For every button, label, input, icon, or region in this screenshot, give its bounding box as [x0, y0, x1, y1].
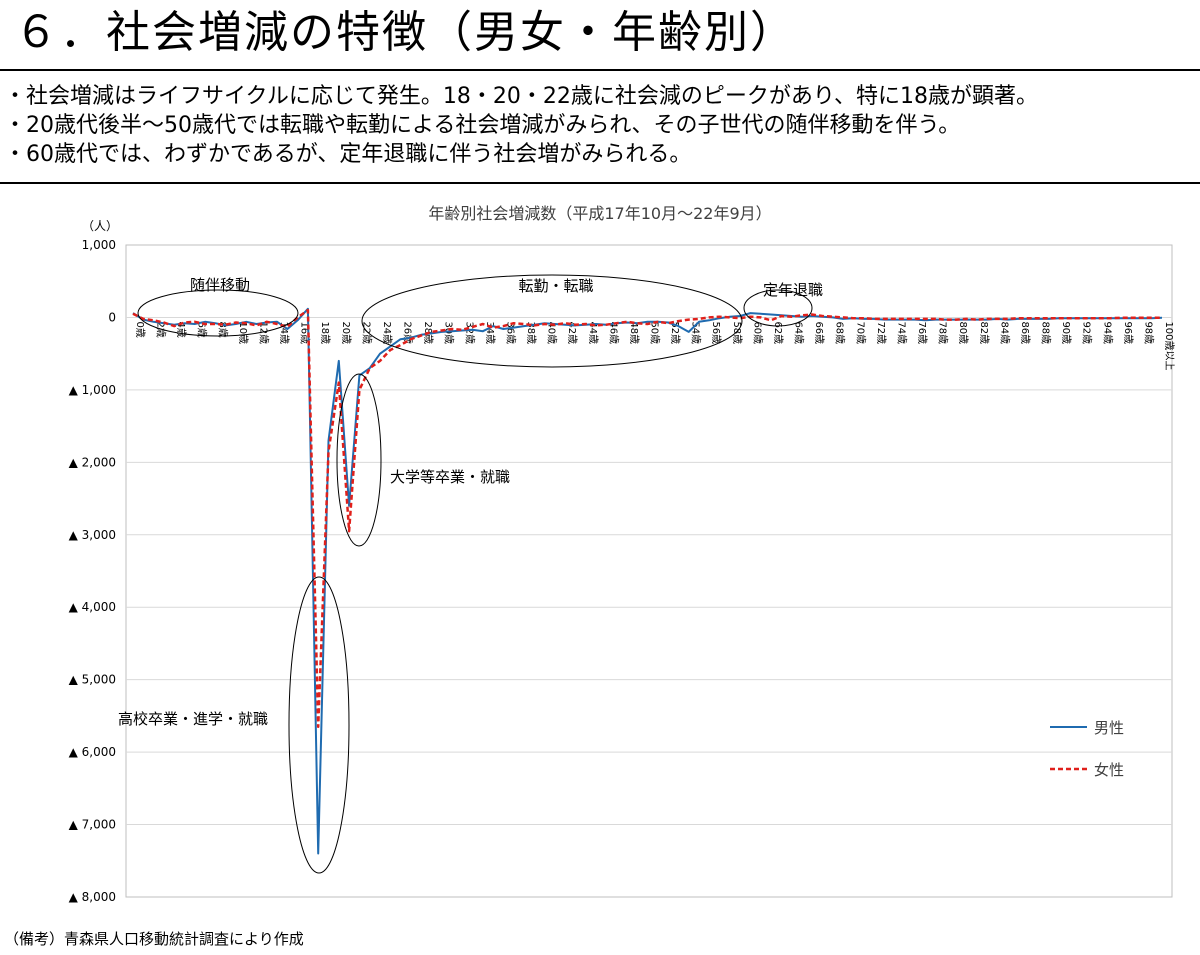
x-axis-ticks: 0歳 2歳 4歳 6歳 8歳 10歳 12歳 14歳 16歳 18歳 20歳 22歳 24歳 26歳 28歳… — [134, 321, 1175, 370]
x-tick-label: 72歳 — [875, 321, 887, 344]
x-tick-label: 20歳 — [340, 321, 352, 344]
x-tick-label: 66歳 — [813, 321, 825, 344]
bullet-item: ・社会増減はライフサイクルに応じて発生。18・20・22歳に社会減のピークがあり… — [4, 84, 1038, 109]
x-tick-label: 0歳 — [134, 321, 146, 337]
x-tick-label: 86歳 — [1019, 321, 1031, 344]
x-tick-label: 62歳 — [772, 321, 784, 344]
x-tick-label: 94歳 — [1101, 321, 1113, 344]
annotation-transfer: 転勤・転職 — [518, 277, 593, 295]
x-tick-label: 76歳 — [916, 321, 928, 344]
bullet-item: ・20歳代後半〜50歳代では転職や転勤による社会増減がみられ、その子世代の随伴移… — [4, 113, 961, 138]
x-tick-label: 78歳 — [937, 321, 949, 344]
x-tick-label: 2歳 — [155, 321, 167, 337]
gridlines — [126, 316, 1172, 826]
y-tick-label: 1,000 — [82, 238, 116, 252]
summary-bullets: ・社会増減はライフサイクルに応じて発生。18・20・22歳に社会減のピークがあり… — [4, 82, 1038, 169]
chart-title: 年齢別社会増減数（平成17年10月〜22年9月） — [428, 204, 772, 223]
x-tick-label: 74歳 — [895, 321, 907, 344]
x-tick-label: 96歳 — [1122, 321, 1134, 344]
x-tick-label: 12歳 — [257, 321, 269, 344]
x-tick-label: 90歳 — [1060, 321, 1072, 344]
x-tick-label: 84歳 — [998, 321, 1010, 344]
legend: 男性 女性 — [1050, 719, 1124, 779]
x-tick-label: 26歳 — [402, 321, 414, 344]
annotation-ellipse-transfer — [361, 274, 743, 368]
x-tick-label: 34歳 — [484, 321, 496, 344]
y-tick-label: ▲ 3,000 — [69, 528, 116, 542]
x-tick-label: 52歳 — [669, 321, 681, 344]
annotation-university: 大学等卒業・就職 — [390, 468, 510, 486]
title-divider — [0, 69, 1200, 71]
x-tick-label: 88歳 — [1040, 321, 1052, 344]
y-tick-label: 0 — [108, 310, 116, 324]
x-tick-label: 100歳以上 — [1163, 321, 1175, 370]
series-line-male — [132, 307, 1163, 855]
y-tick-label: ▲ 8,000 — [69, 890, 116, 904]
x-tick-label: 50歳 — [649, 321, 661, 344]
x-tick-label: 42歳 — [566, 321, 578, 344]
x-tick-label: 24歳 — [381, 321, 393, 344]
x-tick-label: 92歳 — [1081, 321, 1093, 344]
y-axis-unit: （人） — [82, 219, 118, 233]
y-axis-ticks: 1,000 0 ▲ 1,000 ▲ 2,000 ▲ 3,000 ▲ 4,000 ▲ 5,00… — [69, 238, 116, 904]
x-tick-label: 40歳 — [546, 321, 558, 344]
x-tick-label: 38歳 — [525, 321, 537, 344]
x-tick-label: 68歳 — [834, 321, 846, 344]
x-tick-label: 32歳 — [463, 321, 475, 344]
annotation-ellipse-university — [336, 373, 382, 547]
annotation-retirement: 定年退職 — [763, 281, 823, 299]
x-tick-label: 10歳 — [237, 321, 249, 344]
y-tick-label: ▲ 1,000 — [69, 383, 116, 397]
bullet-item: ・60歳代では、わずかであるが、定年退職に伴う社会増がみられる。 — [4, 142, 692, 167]
legend-label-female: 女性 — [1094, 761, 1124, 779]
x-tick-label: 18歳 — [319, 321, 331, 344]
x-tick-label: 44歳 — [587, 321, 599, 344]
x-tick-label: 30歳 — [443, 321, 455, 344]
x-tick-label: 48歳 — [628, 321, 640, 344]
page-title: ６．社会増減の特徴（男女・年齢別） — [14, 7, 796, 58]
bullets-divider — [0, 182, 1200, 184]
y-tick-label: ▲ 7,000 — [69, 818, 116, 832]
annotation-ellipse-highschool — [288, 576, 350, 874]
y-tick-label: ▲ 5,000 — [69, 673, 116, 687]
y-tick-label: ▲ 4,000 — [69, 600, 116, 614]
x-tick-label: 80歳 — [957, 321, 969, 344]
x-tick-label: 46歳 — [607, 321, 619, 344]
series-lines — [132, 307, 1163, 855]
x-tick-label: 60歳 — [751, 321, 763, 344]
x-tick-label: 64歳 — [793, 321, 805, 344]
y-tick-label: ▲ 2,000 — [69, 455, 116, 469]
legend-label-male: 男性 — [1094, 719, 1124, 737]
source-note: （備考）青森県人口移動統計調査により作成 — [4, 930, 304, 948]
x-tick-label: 6歳 — [196, 321, 208, 337]
plot-area — [125, 244, 1173, 898]
x-tick-label: 98歳 — [1142, 321, 1154, 344]
series-line-female — [132, 308, 1162, 729]
annotation-ellipse-retirement — [743, 289, 813, 327]
annotation-ellipse-companion — [137, 289, 299, 337]
annotation-companion: 随伴移動 — [190, 276, 250, 294]
annotation-highschool: 高校卒業・進学・就職 — [118, 710, 268, 728]
x-tick-label: 82歳 — [978, 321, 990, 344]
x-tick-label: 56歳 — [710, 321, 722, 344]
x-tick-label: 70歳 — [854, 321, 866, 344]
y-tick-label: ▲ 6,000 — [69, 745, 116, 759]
